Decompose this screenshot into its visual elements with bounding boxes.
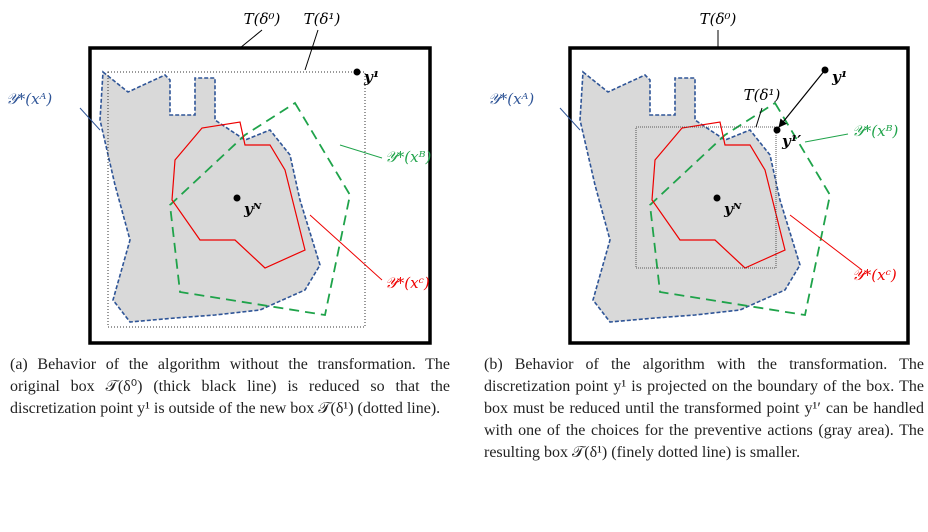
label: 𝒴*(xᴬ) (488, 90, 534, 108)
set-b-shape (649, 101, 831, 317)
leader (789, 214, 863, 271)
panel-b: T(δ⁰) T(δ¹) y¹ y¹′ 𝒴*(xᴬ) 𝒴*(xᴮ) 𝒴*(xᶜ) … (488, 10, 910, 345)
caption: (a) Behavior of the algorithm without th… (10, 356, 450, 417)
figure: T(δ⁰) T(δ¹) y¹ 𝒴*(xᴬ) 𝒴*(xᴮ) 𝒴*(xᶜ) yᴺ T… (6, 10, 910, 345)
inner-box (107, 71, 366, 328)
label: T(δ⁰) (700, 10, 737, 28)
label: y¹ (831, 68, 847, 86)
set-b-shape (169, 101, 351, 317)
label: yᴺ (723, 200, 742, 218)
label: 𝒴*(xᶜ) (385, 274, 430, 292)
label: 𝒴*(xᴮ) (385, 148, 432, 166)
panel-a: T(δ⁰) T(δ¹) y¹ 𝒴*(xᴬ) 𝒴*(xᴮ) 𝒴*(xᶜ) yᴺ (6, 10, 432, 345)
label: yᴺ (243, 200, 262, 218)
nadir-point (713, 194, 721, 202)
label: 𝒴*(xᴮ) (852, 122, 899, 140)
leader (559, 107, 581, 131)
label: T(δ¹) (744, 86, 781, 104)
leader (79, 107, 101, 131)
nadir-point (233, 194, 241, 202)
label: T(δ¹) (304, 10, 341, 28)
point (821, 66, 829, 74)
label: y¹ (363, 68, 379, 86)
set-c-shape (171, 121, 306, 269)
leader (339, 144, 383, 159)
leader (304, 29, 319, 71)
set-a-shape (579, 70, 801, 323)
set-c-shape (651, 121, 786, 269)
label: y¹′ (781, 132, 801, 150)
label: 𝒴*(xᴬ) (6, 90, 52, 108)
point (353, 68, 361, 76)
inner-box (635, 126, 777, 269)
projection-arrow (778, 69, 826, 128)
projected-point (773, 126, 781, 134)
caption: (b) Behavior of the algorithm with the t… (484, 356, 924, 461)
leader (309, 214, 383, 281)
label: T(δ⁰) (244, 10, 281, 28)
label: 𝒴*(xᶜ) (852, 266, 897, 284)
leader (239, 29, 263, 49)
outer-box (88, 46, 432, 345)
set-a-shape (99, 70, 321, 323)
leader (804, 133, 849, 143)
outer-box (568, 46, 910, 345)
leader (755, 107, 763, 128)
